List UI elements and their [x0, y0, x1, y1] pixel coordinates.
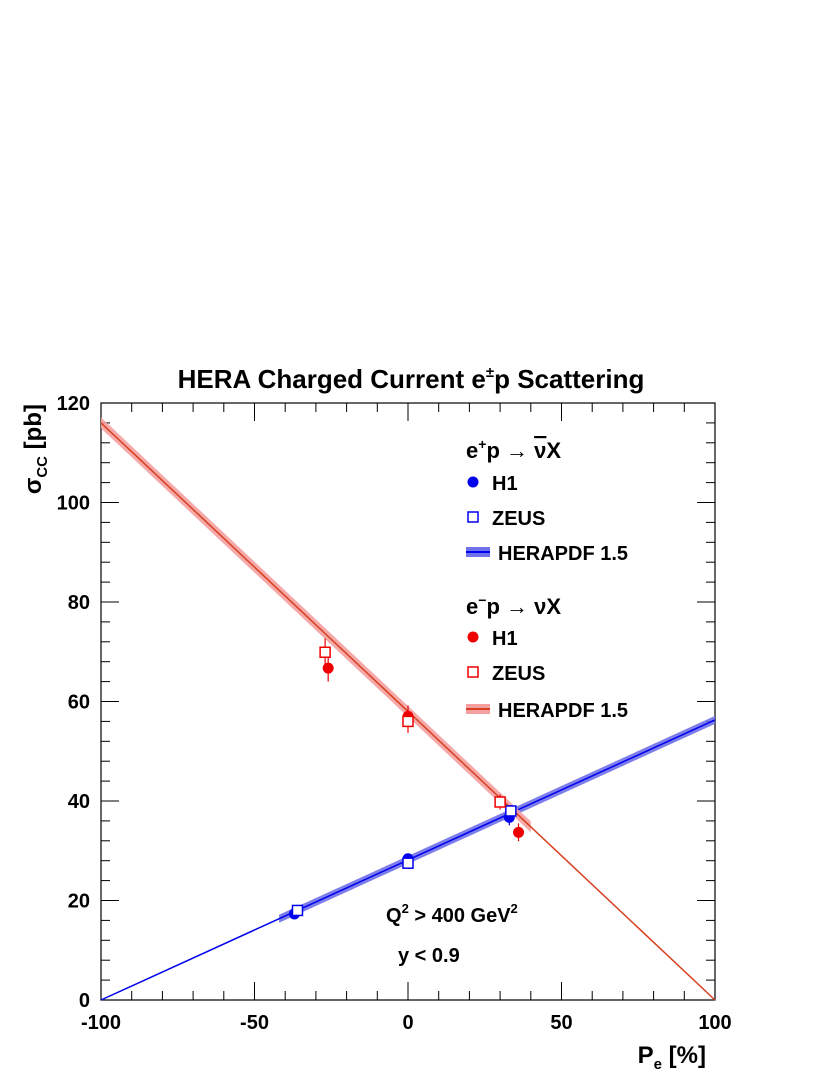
legend-marker [467, 666, 479, 678]
x-tick-label: 50 [550, 1012, 572, 1034]
legend-header-part: − [478, 592, 486, 608]
legend-header-part: + [478, 436, 486, 452]
y-axis-label-part: [pb] [20, 404, 47, 456]
x-axis-label-part: P [638, 1042, 654, 1069]
eplus_zeus-point [505, 805, 517, 817]
x-tick-label: -100 [81, 1012, 121, 1034]
chart-title-part: p Scattering [494, 364, 644, 394]
x-tick-label: 100 [698, 1012, 731, 1034]
legend-header-part: ν [534, 438, 546, 463]
legend-label: ZEUS [492, 508, 545, 530]
annotation-q2-part: 2 [402, 901, 409, 916]
eminus_zeus-point [319, 646, 331, 658]
chart-title-part: ± [486, 364, 494, 381]
eminus_h1-point [513, 826, 525, 838]
chart-title: HERA Charged Current e±p Scattering [178, 364, 645, 394]
annotation-y: y < 0.9 [398, 945, 460, 967]
y-tick-label: 0 [79, 990, 90, 1012]
x-tick-label: 0 [402, 1012, 413, 1034]
legend-label: H1 [492, 473, 518, 495]
y-tick-label: 40 [68, 791, 90, 813]
eminus_h1-point [322, 662, 334, 674]
y-tick-label: 20 [68, 891, 90, 913]
legend-label: HERAPDF 1.5 [498, 543, 628, 565]
legend-marker [467, 631, 479, 643]
legend-marker [467, 511, 479, 523]
x-axis-label-part: [%] [662, 1042, 706, 1069]
y-tick-label: 80 [68, 592, 90, 614]
x-axis-label-part: e [654, 1056, 662, 1073]
legend-header-part: e [466, 438, 478, 463]
annotation-q2: Q2 > 400 GeV2 [386, 901, 518, 927]
y-axis-label-part: CC [34, 456, 51, 478]
x-axis-label: Pe [%] [638, 1042, 706, 1073]
y-tick-label: 60 [68, 692, 90, 714]
legend-label: ZEUS [492, 663, 545, 685]
legend-marker [467, 476, 479, 488]
x-tick-label: -50 [240, 1012, 269, 1034]
y-axis-label-part: σ [20, 478, 47, 494]
legend-header: e+p → νX [466, 436, 561, 463]
annotation-q2-part: > 400 GeV [409, 905, 511, 927]
eplus_zeus-point [402, 857, 414, 869]
y-tick-label: 100 [57, 493, 90, 515]
y-axis-label: σCC [pb] [20, 404, 51, 494]
legend-header: e−p → νX [466, 592, 561, 619]
y-tick-label: 120 [57, 393, 90, 415]
eplus_zeus-point [291, 904, 304, 917]
legend-header-part: p → νX [486, 594, 561, 619]
legend-label: H1 [492, 628, 518, 650]
annotation-q2-part: 2 [511, 901, 518, 916]
annotation-q2-part: Q [386, 905, 402, 927]
chart-title-part: HERA Charged Current e [178, 364, 486, 394]
eminus_zeus-point [494, 796, 506, 808]
plot-layer: HERA Charged Current e±p Scattering -100 -… [20, 364, 732, 1073]
legend-header-part: X [546, 438, 561, 463]
legend-header-part: e [466, 594, 478, 619]
legend-label: HERAPDF 1.5 [498, 700, 628, 722]
legend-header-part: p → [486, 438, 534, 463]
eminus_zeus-point [402, 715, 414, 728]
